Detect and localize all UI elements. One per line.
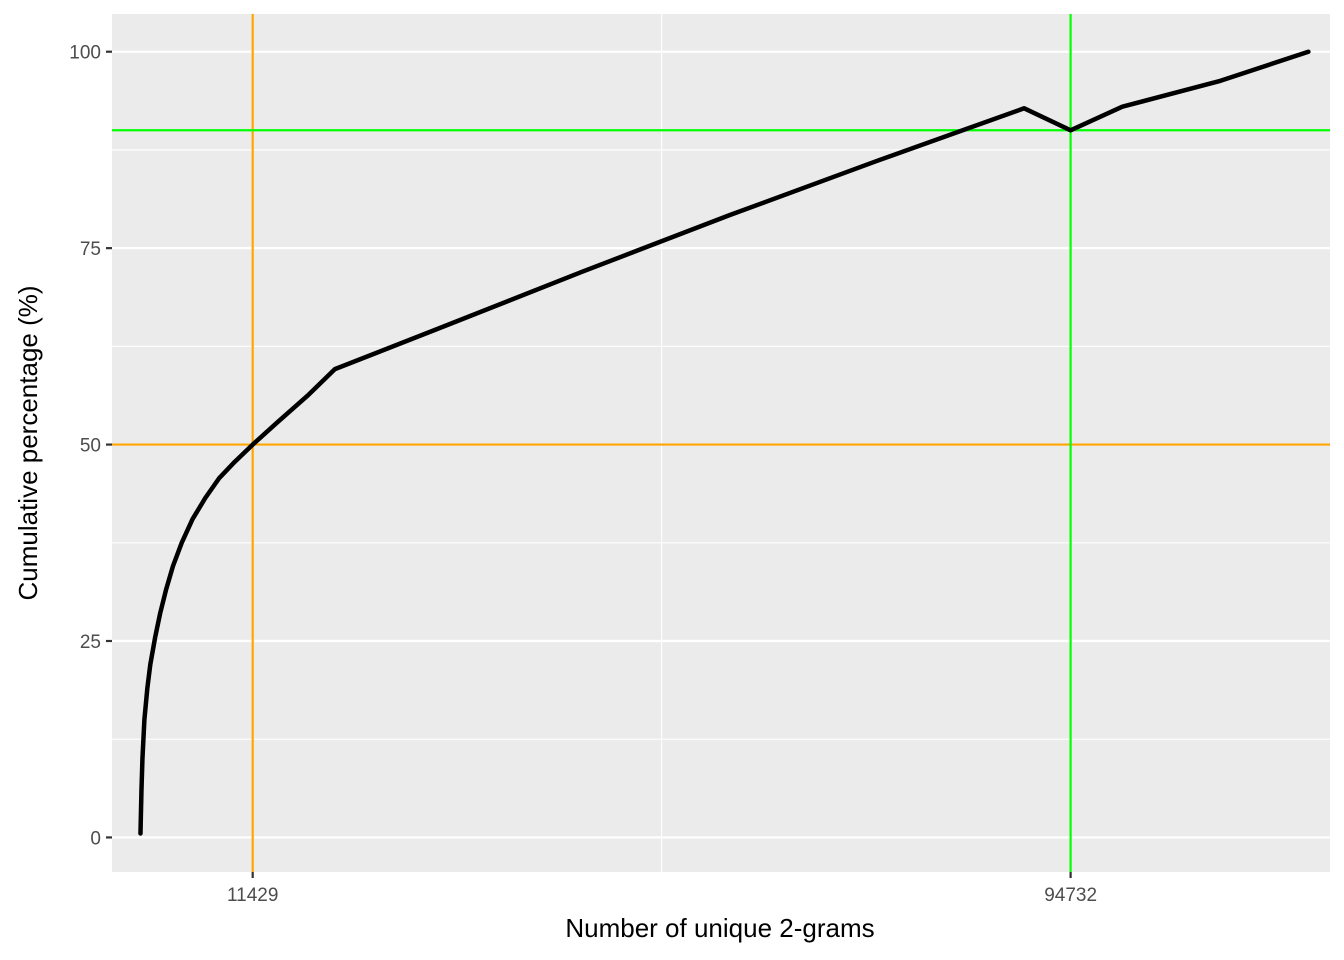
y-tick-label: 75 xyxy=(80,239,101,260)
series-layer xyxy=(138,49,1311,836)
y-tick-label: 0 xyxy=(90,828,101,849)
y-tick-label: 50 xyxy=(80,436,101,457)
y-tick-label: 25 xyxy=(80,632,101,653)
x-axis-title: Number of unique 2-grams xyxy=(565,913,874,943)
axis-ticks xyxy=(106,50,1072,878)
series-line xyxy=(138,49,1311,836)
x-tick-label: 94732 xyxy=(1044,885,1097,906)
y-axis-title: Cumulative percentage (%) xyxy=(13,285,43,600)
tick-labels: 0 25 50 75 100 11429 94732 xyxy=(69,43,1097,906)
minor-gridlines xyxy=(112,14,1330,872)
plot-panel xyxy=(112,14,1330,872)
y-tick-label: 100 xyxy=(69,43,101,64)
x-tick-label: 11429 xyxy=(227,885,278,906)
